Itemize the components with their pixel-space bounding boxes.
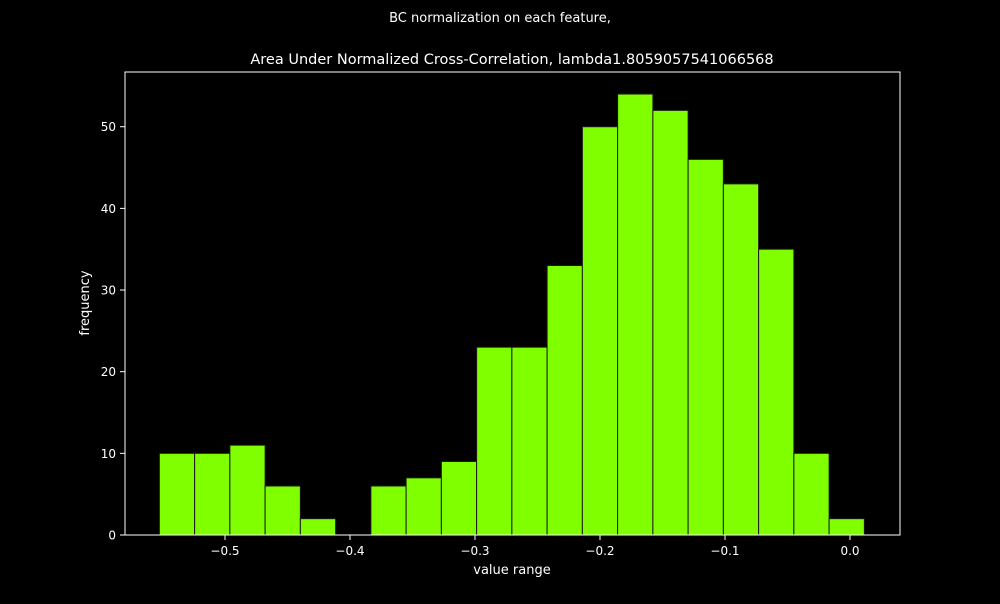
x-tick-label: −0.2 xyxy=(585,544,614,558)
x-tick-label: −0.4 xyxy=(335,544,364,558)
x-tick-label: −0.1 xyxy=(710,544,739,558)
histogram-bar xyxy=(687,158,724,536)
plot-frame xyxy=(124,71,901,536)
y-tick-label: 40 xyxy=(101,202,116,216)
histogram-bar xyxy=(476,346,513,536)
x-tick-label: 0.0 xyxy=(840,544,859,558)
x-tick-label: −0.5 xyxy=(210,544,239,558)
y-axis-ticks: 0 10 20 30 40 50 xyxy=(101,120,125,543)
histogram-bar xyxy=(440,461,478,536)
chart-title: Area Under Normalized Cross-Correlation,… xyxy=(250,52,773,68)
x-axis-label: value range xyxy=(473,563,550,578)
histogram-bar xyxy=(158,452,196,536)
bars-group xyxy=(158,93,865,536)
histogram-bar xyxy=(617,93,654,536)
x-axis-ticks: −0.5 −0.4 −0.3 −0.2 −0.1 0.0 xyxy=(210,535,860,558)
histogram-bar xyxy=(299,518,337,536)
y-tick-label: 50 xyxy=(101,120,116,134)
y-axis-label: frequency xyxy=(78,270,93,336)
histogram-bar xyxy=(194,452,231,536)
histogram-bar xyxy=(264,485,301,536)
histogram-bar xyxy=(581,126,619,536)
x-tick-label: −0.3 xyxy=(460,544,489,558)
y-tick-label: 0 xyxy=(108,529,116,543)
y-tick-label: 10 xyxy=(101,447,116,461)
y-tick-label: 20 xyxy=(101,365,116,379)
histogram-bar xyxy=(793,452,830,536)
histogram-bar xyxy=(370,485,407,536)
histogram-bar xyxy=(652,109,689,536)
histogram-bar xyxy=(828,518,865,536)
chart-suptitle: BC normalization on each feature, xyxy=(389,11,611,26)
histogram-bar xyxy=(546,265,583,536)
histogram-bar xyxy=(405,477,442,536)
y-tick-label: 30 xyxy=(101,284,116,298)
histogram-bar xyxy=(229,444,266,536)
histogram-bar xyxy=(722,183,760,536)
histogram-bar xyxy=(758,248,795,536)
histogram-bar xyxy=(511,346,548,536)
